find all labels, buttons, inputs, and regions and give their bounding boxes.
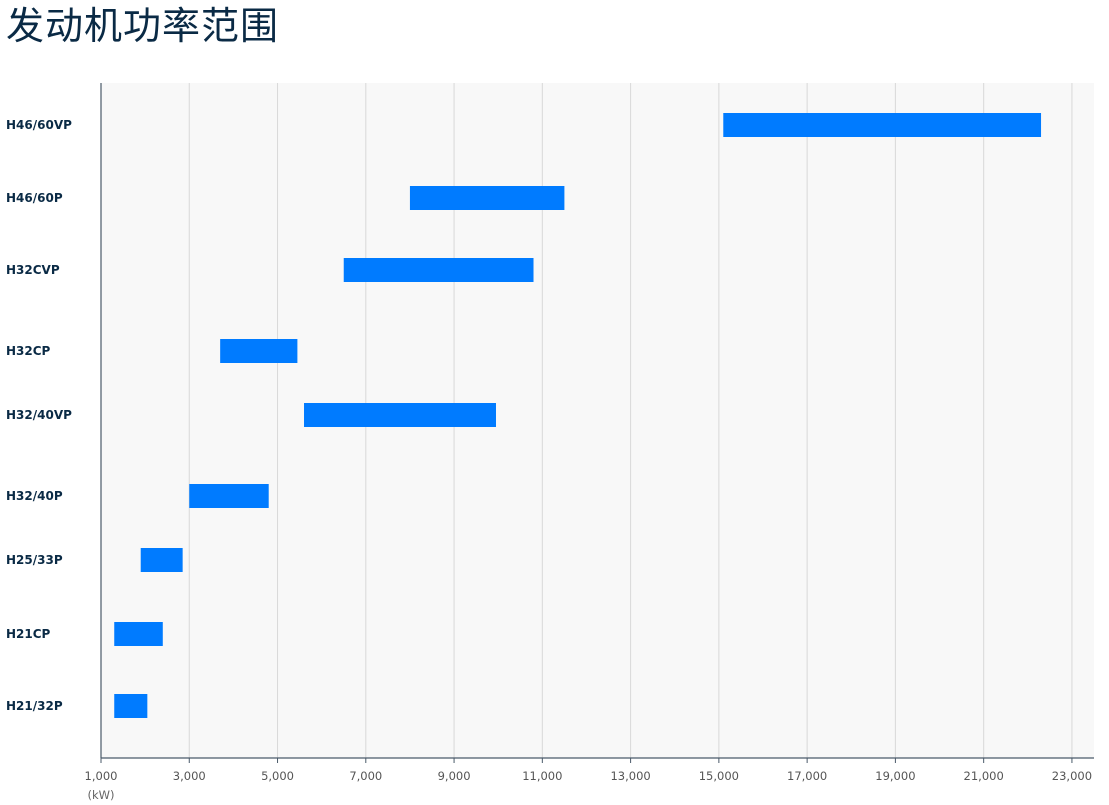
x-tick-label: 9,000: [438, 769, 471, 783]
category-label: H46/60P: [6, 191, 63, 205]
chart-title: 发动机功率范围: [6, 4, 280, 48]
category-label: H25/33P: [6, 553, 63, 567]
x-tick-label: 21,000: [964, 769, 1004, 783]
range-bar: [723, 113, 1042, 137]
x-tick-label: 7,000: [349, 769, 382, 783]
range-bar: [220, 339, 298, 363]
x-tick-label: 1,000: [85, 769, 118, 783]
x-tick-label: 11,000: [522, 769, 562, 783]
x-tick-label: 5,000: [261, 769, 294, 783]
range-bar: [114, 694, 148, 718]
x-tick-label: 3,000: [173, 769, 206, 783]
range-bar: [343, 258, 534, 282]
range-bar: [189, 484, 269, 508]
x-tick-label: 23,000: [1052, 769, 1092, 783]
category-label: H21/32P: [6, 699, 63, 713]
plot-area: [101, 83, 1094, 758]
range-bar: [140, 548, 183, 572]
category-label: H32CVP: [6, 263, 60, 277]
range-bar: [114, 622, 163, 646]
x-tick-label: 19,000: [875, 769, 915, 783]
x-tick-label: 17,000: [787, 769, 827, 783]
category-label: H32/40P: [6, 489, 63, 503]
range-bar: [409, 186, 565, 210]
category-label: H46/60VP: [6, 118, 72, 132]
category-label: H21CP: [6, 627, 51, 641]
x-tick-label: 15,000: [699, 769, 739, 783]
range-bar: [304, 403, 496, 427]
category-label: H32/40VP: [6, 408, 72, 422]
x-axis-unit: (kW): [87, 788, 114, 802]
category-label: H32CP: [6, 344, 51, 358]
x-tick-label: 13,000: [610, 769, 650, 783]
